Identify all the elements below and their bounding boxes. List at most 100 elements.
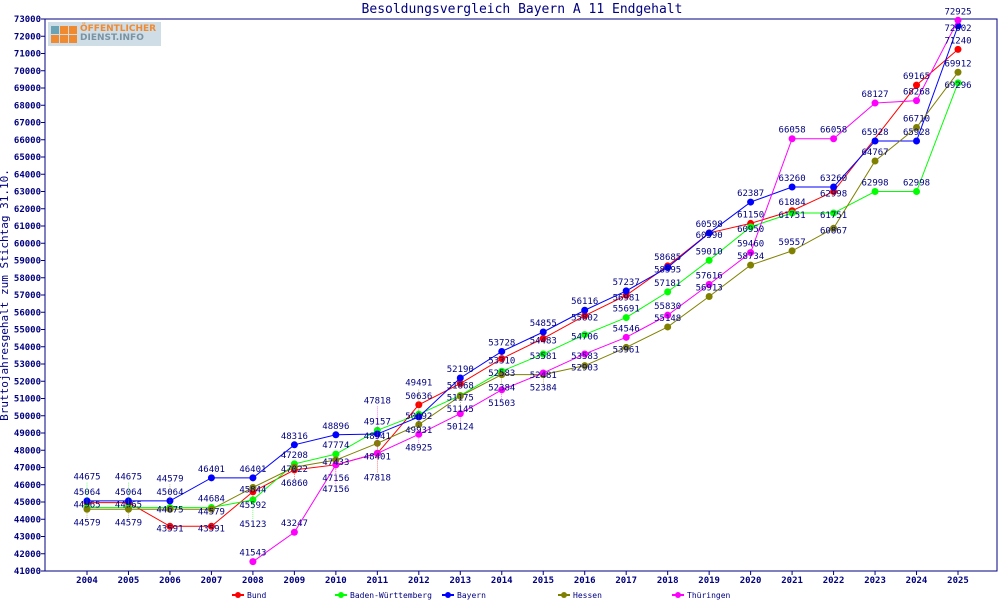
series-line xyxy=(87,82,959,509)
data-label: 44579 xyxy=(156,474,183,484)
series-th-ringen xyxy=(249,16,962,566)
data-label: 50636 xyxy=(405,392,432,402)
data-point xyxy=(539,328,547,336)
data-label: 48401 xyxy=(364,452,391,462)
y-tick-label: 67000 xyxy=(14,119,41,129)
data-point xyxy=(747,261,755,269)
data-point xyxy=(871,99,879,107)
logo-squares-icon xyxy=(51,25,77,43)
data-label: 62998 xyxy=(820,190,847,200)
data-label: 44675 xyxy=(115,473,142,483)
series-line xyxy=(252,20,959,563)
data-label: 43591 xyxy=(156,524,183,534)
data-point xyxy=(913,97,921,105)
data-label: 61751 xyxy=(779,211,806,221)
series-lines xyxy=(83,16,962,566)
data-point xyxy=(124,505,132,513)
data-label: 65928 xyxy=(862,128,889,138)
data-point xyxy=(747,249,755,257)
legend-marker xyxy=(445,592,451,598)
data-point xyxy=(249,558,257,566)
legend-label: Thüringen xyxy=(687,591,731,600)
legend-item: Bayern xyxy=(442,591,486,600)
y-tick-label: 71000 xyxy=(14,50,41,60)
x-tick-label: 2004 xyxy=(76,576,98,586)
data-point xyxy=(456,374,464,382)
legend-label: Baden-Württemberg xyxy=(350,591,432,600)
data-label: 63260 xyxy=(779,174,806,184)
data-label: 61884 xyxy=(779,198,806,208)
data-point xyxy=(871,137,879,145)
data-point xyxy=(664,288,672,296)
data-label: 45844 xyxy=(239,485,266,495)
data-point xyxy=(705,256,713,264)
data-label: 54855 xyxy=(530,319,557,329)
data-label: 57237 xyxy=(613,278,640,288)
data-point xyxy=(954,68,962,76)
y-tick-label: 73000 xyxy=(14,15,41,25)
x-tick-label: 2014 xyxy=(491,576,513,586)
x-tick-label: 2013 xyxy=(449,576,471,586)
data-label: 51503 xyxy=(488,399,515,409)
data-point xyxy=(954,16,962,24)
x-tick-label: 2015 xyxy=(532,576,554,586)
x-tick-label: 2007 xyxy=(201,576,223,586)
y-tick-label: 41000 xyxy=(14,567,41,577)
data-label: 47774 xyxy=(322,441,349,451)
y-tick-label: 52000 xyxy=(14,377,41,387)
y-tick-label: 66000 xyxy=(14,136,41,146)
data-label: 65928 xyxy=(903,128,930,138)
y-tick-label: 48000 xyxy=(14,446,41,456)
data-label: 58595 xyxy=(654,265,681,275)
data-label: 46860 xyxy=(281,479,308,489)
x-tick-label: 2023 xyxy=(864,576,886,586)
data-label: 46401 xyxy=(239,465,266,475)
legend-marker xyxy=(675,592,681,598)
y-tick-label: 58000 xyxy=(14,274,41,284)
x-tick-label: 2025 xyxy=(947,576,969,586)
x-tick-label: 2019 xyxy=(698,576,720,586)
data-label: 66058 xyxy=(820,126,847,136)
y-axis: 41000 42000 43000 44000 45000 46000 47000 48000… xyxy=(14,15,45,577)
data-label: 52384 xyxy=(530,384,557,394)
data-label: 68127 xyxy=(862,90,889,100)
data-label: 57181 xyxy=(654,279,681,289)
legend-item: Baden-Württemberg xyxy=(335,591,432,600)
legend-item: Bund xyxy=(232,591,266,600)
logo-line2: DIENST.INFO xyxy=(80,33,144,43)
data-label: 69912 xyxy=(944,59,971,69)
data-label: 43591 xyxy=(198,524,225,534)
data-label: 53310 xyxy=(488,357,515,367)
data-point xyxy=(415,401,423,409)
data-point xyxy=(747,198,755,206)
data-point xyxy=(788,247,796,255)
data-label: 52190 xyxy=(447,365,474,375)
data-label: 50124 xyxy=(447,423,474,433)
y-tick-label: 53000 xyxy=(14,360,41,370)
data-label: 66058 xyxy=(779,126,806,136)
data-label: 44675 xyxy=(156,506,183,516)
data-label: 69296 xyxy=(944,81,971,91)
data-label: 63260 xyxy=(820,174,847,184)
data-point xyxy=(705,293,713,301)
y-tick-label: 46000 xyxy=(14,481,41,491)
x-tick-label: 2022 xyxy=(823,576,845,586)
data-label: 54546 xyxy=(613,324,640,334)
y-tick-label: 45000 xyxy=(14,498,41,508)
series-line xyxy=(87,48,959,527)
y-tick-label: 72000 xyxy=(14,32,41,42)
data-label: 60598 xyxy=(696,220,723,230)
data-label: 47818 xyxy=(364,396,391,406)
data-label: 52903 xyxy=(571,364,598,374)
data-label: 44579 xyxy=(198,507,225,517)
data-label: 62998 xyxy=(862,179,889,189)
data-point xyxy=(622,333,630,341)
y-tick-label: 65000 xyxy=(14,153,41,163)
y-tick-label: 69000 xyxy=(14,84,41,94)
data-labels: 4506444965446754457945064449654467544579… xyxy=(73,7,971,558)
logo: ÖFFENTLICHER DIENST.INFO xyxy=(48,22,161,46)
data-label: 44579 xyxy=(73,518,100,528)
x-tick-label: 2008 xyxy=(242,576,264,586)
data-label: 69165 xyxy=(903,72,930,82)
data-label: 55802 xyxy=(571,314,598,324)
